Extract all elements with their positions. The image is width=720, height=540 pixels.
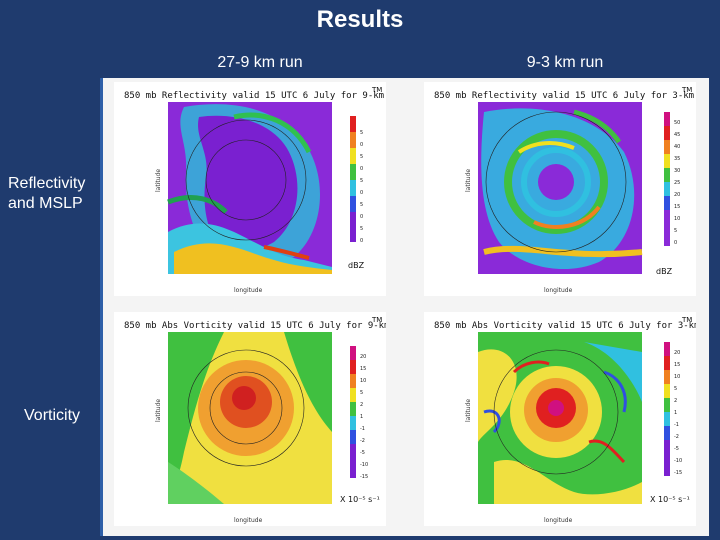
plot-vorticity-9km: 850 mb Abs Vorticity valid 15 UTC 6 July…	[114, 312, 386, 526]
svg-text:10: 10	[360, 378, 366, 384]
svg-text:0: 0	[360, 238, 363, 244]
svg-text:5: 5	[360, 202, 363, 208]
row-label-vorticity-line1: Vorticity	[24, 407, 81, 424]
svg-text:1: 1	[360, 414, 363, 420]
plot-title: 850 mb Reflectivity valid 15 UTC 6 July …	[124, 91, 386, 101]
svg-text:-10: -10	[360, 462, 368, 468]
svg-text:-15: -15	[674, 470, 682, 476]
plot-reflectivity-9km: 850 mb Reflectivity valid 15 UTC 6 July …	[114, 82, 386, 296]
svg-text:10: 10	[674, 216, 680, 222]
svg-text:latitude: latitude	[465, 169, 472, 192]
svg-text:15: 15	[674, 362, 680, 368]
svg-text:-1: -1	[674, 422, 679, 428]
svg-text:5: 5	[674, 386, 677, 392]
unit-label: X 10⁻⁵ s⁻¹	[340, 495, 380, 504]
svg-text:-10: -10	[674, 458, 682, 464]
svg-text:latitude: latitude	[155, 169, 162, 192]
svg-text:TM: TM	[681, 316, 692, 324]
unit-label: dBZ	[656, 267, 673, 276]
svg-text:5: 5	[360, 178, 363, 184]
svg-text:0: 0	[360, 190, 363, 196]
svg-text:20: 20	[360, 354, 366, 360]
svg-text:0: 0	[674, 240, 677, 246]
plot-title: 850 mb Abs Vorticity valid 15 UTC 6 July…	[124, 321, 386, 331]
svg-text:TM: TM	[371, 316, 382, 324]
column-label-9-3km: 9-3 km run	[526, 54, 604, 71]
svg-text:longitude: longitude	[544, 287, 573, 294]
unit-label: dBZ	[348, 261, 365, 270]
svg-text:0: 0	[360, 214, 363, 220]
unit-label: X 10⁻⁵ s⁻¹	[650, 495, 690, 504]
svg-text:longitude: longitude	[234, 517, 263, 524]
svg-text:15: 15	[360, 366, 366, 372]
colorbar: 20 15 10 5 2 1 -1 -2 -5 -10 -15	[350, 346, 368, 480]
svg-text:TM: TM	[681, 86, 692, 94]
svg-text:15: 15	[674, 204, 680, 210]
svg-text:5: 5	[360, 390, 363, 396]
svg-text:35: 35	[674, 156, 680, 162]
svg-text:TM: TM	[371, 86, 382, 94]
svg-text:latitude: latitude	[465, 399, 472, 422]
svg-text:-5: -5	[360, 450, 365, 456]
svg-text:5: 5	[674, 228, 677, 234]
svg-text:40: 40	[674, 144, 680, 150]
row-label-reflectivity: Reflectivity and MSLP	[8, 174, 85, 214]
svg-text:20: 20	[674, 350, 680, 356]
svg-text:2: 2	[360, 402, 363, 408]
svg-text:2: 2	[674, 398, 677, 404]
plot-title: 850 mb Reflectivity valid 15 UTC 6 July …	[434, 91, 696, 101]
svg-text:5: 5	[360, 226, 363, 232]
column-label-27-9km: 27-9 km run	[217, 54, 303, 71]
svg-text:longitude: longitude	[234, 287, 263, 294]
svg-text:5: 5	[360, 130, 363, 136]
plot-reflectivity-3km: 850 mb Reflectivity valid 15 UTC 6 July …	[424, 82, 696, 296]
svg-text:-15: -15	[360, 474, 368, 480]
colorbar: 50 45 40 35 30 25 20 15 10 5 0	[664, 112, 680, 246]
svg-text:-1: -1	[360, 426, 365, 432]
svg-text:10: 10	[674, 374, 680, 380]
svg-text:0: 0	[360, 142, 363, 148]
svg-text:45: 45	[674, 132, 680, 138]
svg-text:5: 5	[360, 154, 363, 160]
svg-text:50: 50	[674, 120, 680, 126]
svg-text:-5: -5	[674, 446, 679, 452]
row-label-reflectivity-line2: and MSLP	[8, 195, 83, 212]
slide-title: Results	[316, 6, 404, 33]
plot-title: 850 mb Abs Vorticity valid 15 UTC 6 July…	[434, 321, 696, 331]
svg-text:-2: -2	[674, 434, 679, 440]
colorbar: 5 0 5 0 5 0 5 0 5 0	[350, 116, 363, 244]
svg-text:longitude: longitude	[544, 517, 573, 524]
svg-text:1: 1	[674, 410, 677, 416]
row-label-vorticity: Vorticity	[24, 406, 80, 426]
svg-text:30: 30	[674, 168, 680, 174]
svg-text:0: 0	[360, 166, 363, 172]
svg-text:-2: -2	[360, 438, 365, 444]
svg-text:25: 25	[674, 180, 680, 186]
row-label-reflectivity-line1: Reflectivity	[8, 175, 86, 192]
plot-vorticity-3km: 850 mb Abs Vorticity valid 15 UTC 6 July…	[424, 312, 696, 526]
colorbar: 20 15 10 5 2 1 -1 -2 -5 -10 -15	[664, 342, 682, 476]
svg-text:20: 20	[674, 192, 680, 198]
svg-text:latitude: latitude	[155, 399, 162, 422]
